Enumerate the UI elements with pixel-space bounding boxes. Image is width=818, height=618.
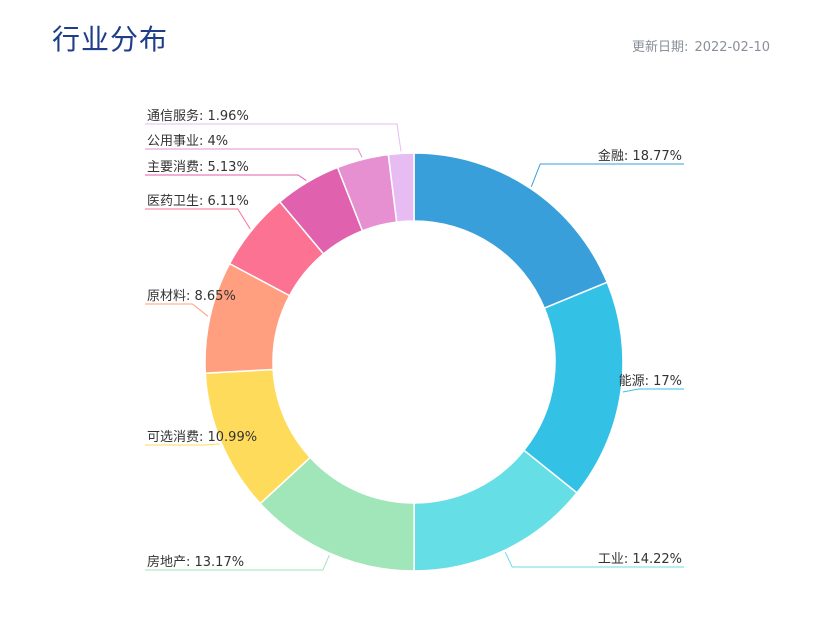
slice-1[interactable] <box>413 152 609 310</box>
update-date-value: 2022-02-10 <box>694 40 770 55</box>
slice-10-leader-line <box>145 123 402 152</box>
slice-5-label: 可选消费: 10.99% <box>147 430 257 445</box>
slice-9-label: 公用事业: 4% <box>147 134 228 149</box>
update-date-info: 更新日期: 2022-02-10 <box>632 36 770 55</box>
slice-8-leader-line <box>145 174 307 181</box>
page-title: 行业分布 <box>52 23 169 56</box>
slice-4-label: 房地产: 13.17% <box>147 554 244 570</box>
slice-6-leader-line <box>145 303 209 317</box>
slice-10[interactable] <box>387 152 415 223</box>
slice-6-label: 原材料: 8.65% <box>147 289 236 304</box>
slice-8-label: 主要消费: 5.13% <box>147 160 249 175</box>
slice-3-label: 工业: 14.22% <box>598 552 682 567</box>
slice-1-label: 金融: 18.77% <box>598 148 682 164</box>
slice-9-leader-line <box>145 148 363 158</box>
slice-7-leader-line <box>145 208 251 230</box>
slice-2-leader-line <box>622 388 684 393</box>
slice-1-leader-line <box>530 163 684 187</box>
slice-5-leader-line <box>145 443 220 446</box>
slice-7-label: 医药卫生: 6.11% <box>147 194 249 209</box>
slice-4-leader-line <box>145 555 330 571</box>
slice-10-label: 通信服务: 1.96% <box>147 108 249 124</box>
slice-2-label: 能源: 17% <box>619 374 682 389</box>
update-date-label: 更新日期: <box>632 40 689 55</box>
slice-3-leader-line <box>504 552 684 568</box>
